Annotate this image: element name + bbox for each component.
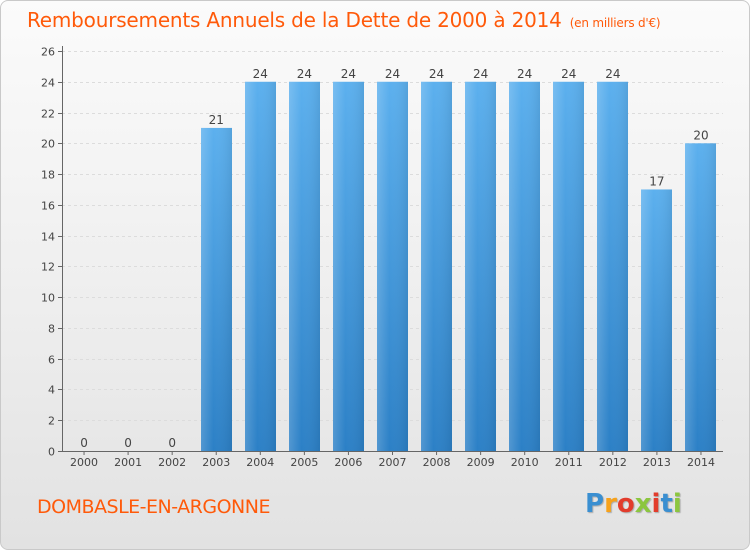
x-tick-label-2002: 2002 [158, 456, 186, 469]
x-tick-label-2010: 2010 [511, 456, 539, 469]
data-label-2003: 21 [209, 113, 224, 127]
bar-shade-2014 [685, 143, 716, 452]
y-tick-label: 24 [41, 77, 55, 90]
y-tick-label: 26 [41, 46, 55, 59]
labels: 0246810121416182022242602000020010200221… [41, 46, 715, 470]
x-tick-label-2006: 2006 [334, 456, 362, 469]
bar-shade-2007 [377, 81, 408, 452]
y-tick-label: 2 [48, 415, 55, 428]
bar-shade-2009 [465, 81, 496, 452]
y-tick-label: 10 [41, 292, 55, 305]
y-tick-label: 14 [41, 231, 55, 244]
bars [201, 81, 716, 452]
axes [58, 46, 723, 455]
x-tick-label-2014: 2014 [687, 456, 715, 469]
data-label-2013: 17 [649, 174, 664, 188]
x-tick-label-2001: 2001 [114, 456, 142, 469]
data-label-2011: 24 [561, 67, 576, 81]
bar-shade-2008 [421, 81, 452, 452]
y-tick-label: 6 [48, 354, 55, 367]
proxiti-logo: Proxiti [585, 489, 682, 519]
data-label-2008: 24 [429, 67, 444, 81]
x-tick-label-2007: 2007 [379, 456, 407, 469]
data-label-2001: 0 [124, 436, 132, 450]
commune-name: DOMBASLE-EN-ARGONNE [37, 496, 270, 518]
data-label-2010: 24 [517, 67, 532, 81]
bar-shade-2013 [641, 189, 672, 451]
data-label-2014: 20 [693, 128, 708, 142]
data-label-2005: 24 [297, 67, 312, 81]
y-tick-label: 8 [48, 323, 55, 336]
bar-shade-2004 [245, 81, 276, 452]
data-label-2004: 24 [253, 67, 268, 81]
data-label-2000: 0 [80, 436, 88, 450]
bar-shade-2010 [509, 81, 540, 452]
data-label-2012: 24 [605, 67, 620, 81]
chart-subtitle: (en milliers d'€) [569, 16, 661, 30]
y-tick-label: 18 [41, 169, 55, 182]
y-tick-label: 12 [41, 261, 55, 274]
x-tick-label-2005: 2005 [290, 456, 318, 469]
bar-shade-2005 [289, 81, 320, 452]
y-tick-label: 22 [41, 108, 55, 121]
y-tick-label: 4 [48, 384, 55, 397]
bar-shade-2012 [597, 81, 628, 452]
data-label-2002: 0 [168, 436, 176, 450]
x-tick-label-2000: 2000 [70, 456, 98, 469]
x-tick-label-2011: 2011 [555, 456, 583, 469]
data-label-2007: 24 [385, 67, 400, 81]
x-tick-label-2012: 2012 [599, 456, 627, 469]
bar-shade-2006 [333, 81, 364, 452]
data-label-2006: 24 [341, 67, 356, 81]
data-label-2009: 24 [473, 67, 488, 81]
bar-shade-2011 [553, 81, 584, 452]
x-tick-label-2009: 2009 [467, 456, 495, 469]
x-tick-label-2013: 2013 [643, 456, 671, 469]
x-tick-label-2003: 2003 [202, 456, 230, 469]
chart-title-text: Remboursements Annuels de la Dette de 20… [27, 8, 562, 32]
x-tick-label-2004: 2004 [246, 456, 274, 469]
x-tick-label-2008: 2008 [423, 456, 451, 469]
y-tick-label: 0 [48, 446, 55, 459]
chart-title: Remboursements Annuels de la Dette de 20… [27, 8, 661, 32]
bar-shade-2003 [201, 127, 232, 451]
y-tick-label: 20 [41, 138, 55, 151]
y-tick-label: 16 [41, 200, 55, 213]
